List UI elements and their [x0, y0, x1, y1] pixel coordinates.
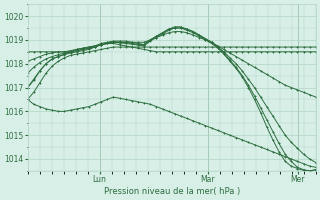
X-axis label: Pression niveau de la mer( hPa ): Pression niveau de la mer( hPa ) — [104, 187, 240, 196]
